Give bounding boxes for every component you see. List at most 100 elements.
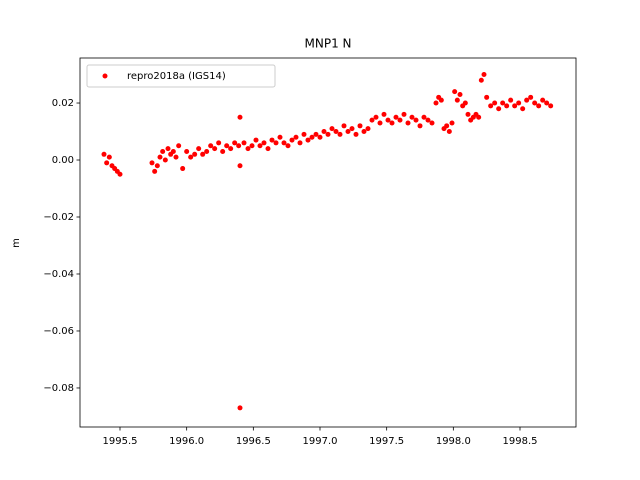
data-point: [446, 129, 452, 135]
data-point: [484, 94, 490, 100]
data-point: [508, 97, 514, 103]
data-point: [421, 114, 427, 120]
data-point: [212, 146, 218, 152]
data-point: [305, 137, 311, 143]
data-point: [465, 111, 471, 117]
data-point: [220, 148, 226, 154]
data-point: [165, 146, 171, 152]
data-point: [532, 100, 538, 106]
data-point: [216, 140, 222, 146]
data-point: [173, 154, 179, 160]
data-point: [393, 114, 399, 120]
data-point: [389, 120, 395, 126]
data-point: [170, 148, 176, 154]
data-point: [365, 126, 371, 132]
y-tick-label: −0.04: [43, 269, 74, 280]
data-point: [241, 140, 247, 146]
data-point: [200, 151, 206, 157]
data-point: [500, 100, 506, 106]
data-point: [265, 146, 271, 152]
data-point: [528, 94, 534, 100]
data-point: [492, 100, 498, 106]
legend-label: repro2018a (IGS14): [127, 71, 226, 82]
data-point: [536, 103, 542, 109]
x-tick-label: 1996.0: [169, 436, 204, 447]
data-point: [289, 137, 295, 143]
data-point: [496, 106, 502, 112]
data-point: [429, 120, 435, 126]
data-point: [548, 103, 554, 109]
data-point: [377, 120, 383, 126]
data-point: [152, 168, 158, 174]
data-point: [409, 114, 415, 120]
data-point: [232, 140, 238, 146]
chart-title: MNP1 N: [305, 37, 352, 51]
data-point: [196, 146, 202, 152]
data-point: [333, 129, 339, 135]
data-point: [353, 131, 359, 137]
data-point: [101, 151, 107, 157]
data-point: [540, 97, 546, 103]
data-point: [438, 97, 444, 103]
data-point: [478, 77, 484, 83]
y-tick-label: −0.08: [43, 383, 74, 394]
data-point: [236, 143, 242, 149]
data-point: [157, 154, 163, 160]
data-point: [417, 123, 423, 129]
x-tick-label: 1997.0: [303, 436, 338, 447]
data-point: [293, 134, 299, 140]
data-point: [337, 131, 343, 137]
data-point: [281, 140, 287, 146]
data-point: [397, 117, 403, 123]
legend-marker: [102, 73, 108, 79]
data-point: [208, 143, 214, 149]
data-point: [237, 163, 243, 169]
data-point: [162, 157, 168, 163]
data-point: [329, 126, 335, 132]
data-point: [204, 148, 210, 154]
data-point: [297, 140, 303, 146]
y-tick-label: 0.00: [52, 155, 74, 166]
data-point: [349, 126, 355, 132]
data-point: [481, 72, 487, 78]
data-point: [154, 163, 160, 169]
data-point: [476, 114, 482, 120]
data-point: [504, 103, 510, 109]
data-point: [345, 129, 351, 135]
data-point: [192, 151, 198, 157]
data-point: [544, 100, 550, 106]
data-point: [488, 103, 494, 109]
data-point: [401, 111, 407, 117]
data-point: [369, 117, 375, 123]
x-tick-label: 1997.5: [369, 436, 404, 447]
data-point: [277, 134, 283, 140]
x-tick-label: 1998.0: [436, 436, 471, 447]
y-axis-label: m: [11, 238, 22, 248]
x-tick-label: 1998.5: [503, 436, 538, 447]
data-point: [253, 137, 259, 143]
data-point: [224, 143, 230, 149]
data-point: [176, 143, 182, 149]
x-tick-label: 1995.5: [103, 436, 138, 447]
data-point: [449, 120, 455, 126]
data-point: [373, 114, 379, 120]
plot-frame: [79, 57, 577, 428]
data-point: [301, 131, 307, 137]
data-point: [228, 146, 234, 152]
legend-box: [86, 64, 276, 88]
data-point: [385, 117, 391, 123]
data-point: [405, 120, 411, 126]
data-point: [188, 154, 194, 160]
y-tick-label: −0.06: [43, 326, 74, 337]
data-point: [321, 129, 327, 135]
data-point: [237, 405, 243, 411]
data-point: [452, 89, 458, 95]
x-tick-label: 1996.5: [236, 436, 271, 447]
data-point: [184, 148, 190, 154]
data-point: [317, 134, 323, 140]
data-point: [313, 131, 319, 137]
data-point: [413, 117, 419, 123]
data-point: [285, 143, 291, 149]
data-point: [462, 100, 468, 106]
